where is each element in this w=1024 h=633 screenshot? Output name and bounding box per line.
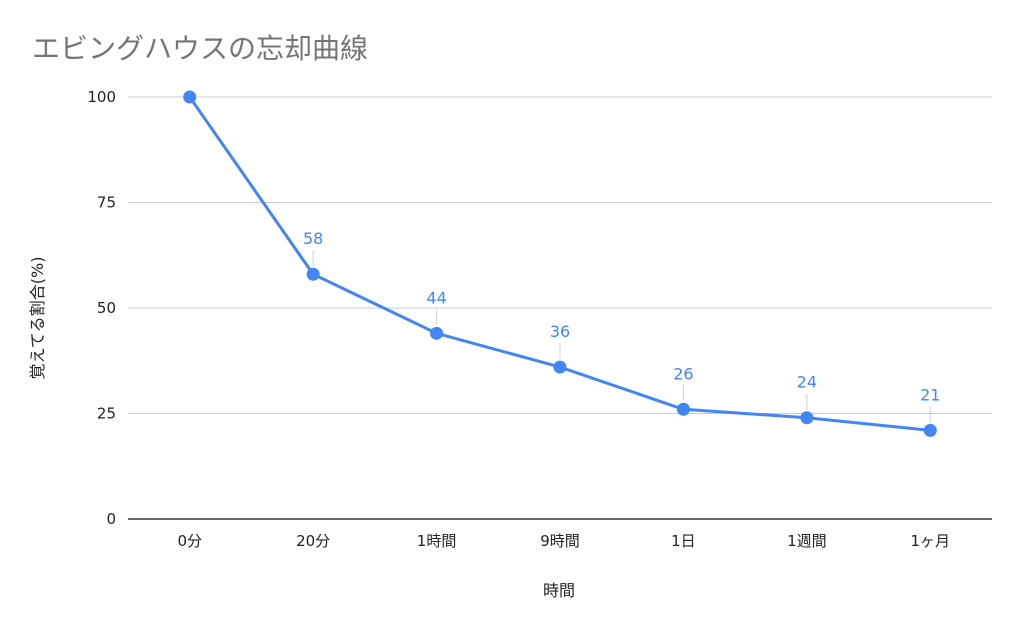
data-point [553, 360, 567, 374]
x-tick-label: 20分 [296, 532, 330, 550]
y-tick-label: 100 [87, 88, 116, 106]
chart-title: エビングハウスの忘却曲線 [32, 32, 368, 65]
data-label: 36 [550, 322, 570, 341]
data-point [676, 402, 690, 416]
x-tick-label: 1ヶ月 [911, 532, 951, 550]
series-line [188, 95, 932, 432]
y-tick-label: 25 [97, 405, 116, 423]
y-tick-label: 50 [97, 299, 116, 317]
x-axis-title: 時間 [543, 581, 575, 600]
data-point [430, 326, 444, 340]
x-tick-label: 9時間 [540, 532, 580, 550]
data-label: 58 [303, 229, 323, 248]
x-tick-label: 0分 [177, 532, 202, 550]
data-label: 26 [673, 364, 693, 383]
y-axis-title: 覚えてる割合(%) [28, 257, 47, 380]
data-point [306, 267, 320, 281]
x-axis-ticks: 0分 20分 1時間 9時間 1日 1週間 1ヶ月 [177, 532, 950, 550]
data-labels: 58 44 36 26 24 21 [303, 229, 941, 404]
data-label: 44 [426, 288, 446, 307]
data-point [183, 90, 197, 104]
gridlines [128, 96, 992, 520]
x-tick-label: 1日 [671, 532, 696, 550]
x-tick-label: 1時間 [417, 532, 457, 550]
y-axis-ticks: 0 25 50 75 100 [87, 88, 116, 528]
data-points [183, 90, 937, 437]
y-tick-label: 0 [106, 510, 116, 528]
x-tick-label: 1週間 [787, 532, 827, 550]
data-label: 21 [920, 385, 940, 404]
data-label: 24 [797, 373, 817, 392]
data-point [800, 411, 814, 425]
data-point [923, 423, 937, 437]
y-tick-label: 75 [97, 194, 116, 212]
data-label-leaders [312, 250, 931, 423]
